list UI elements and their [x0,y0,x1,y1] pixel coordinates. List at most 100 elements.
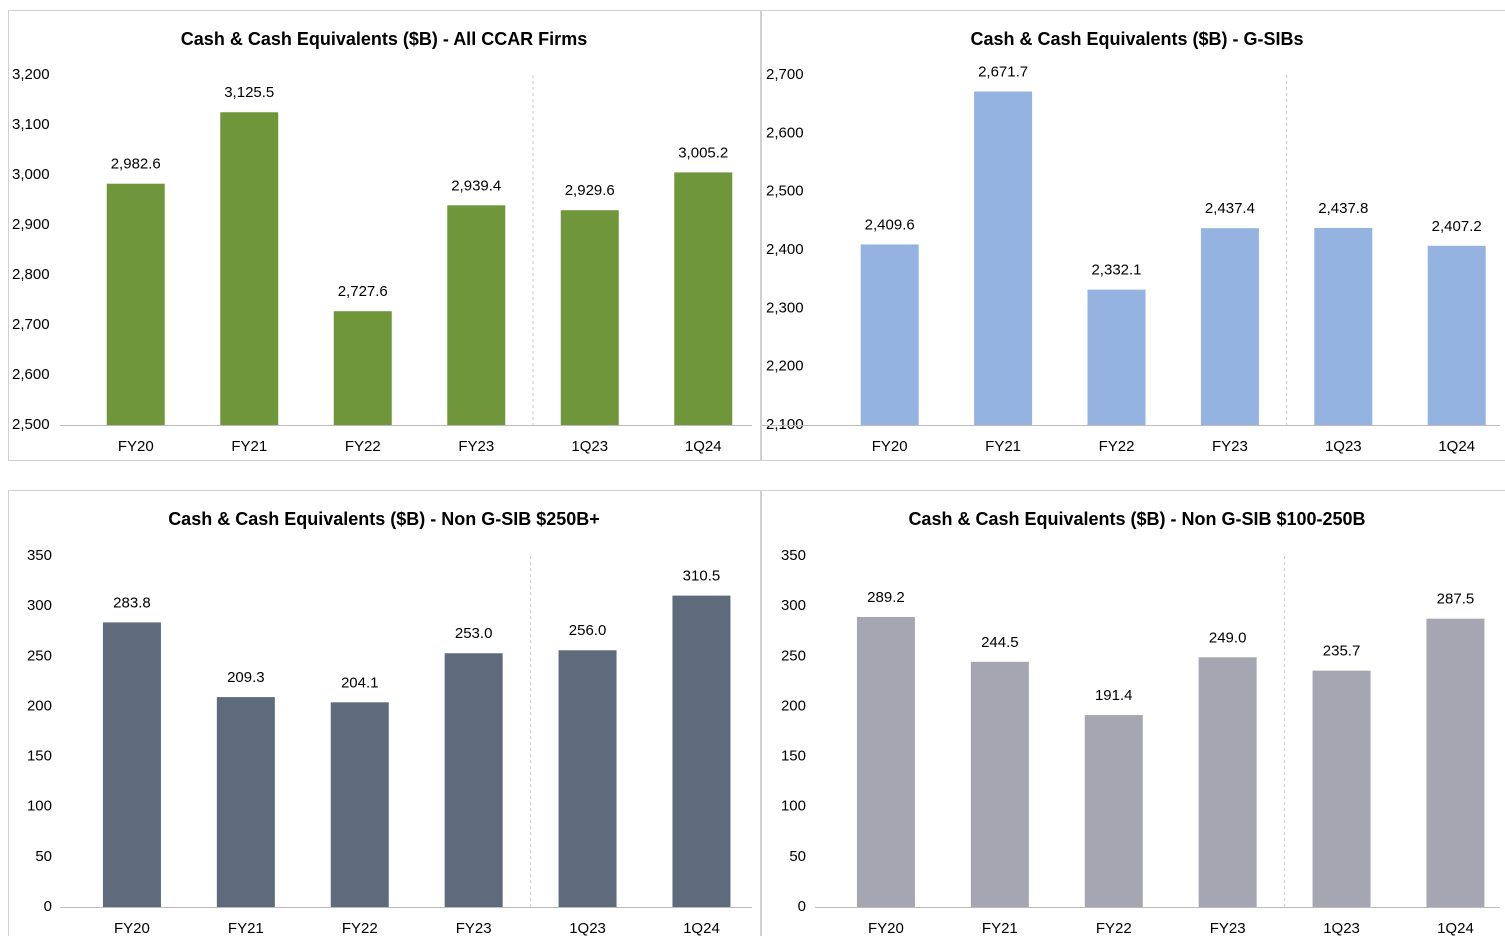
bar [447,205,506,425]
bar [974,91,1033,425]
x-tick-label: FY23 [458,438,494,455]
y-tick-label: 2,700 [766,66,804,83]
y-tick-label: 3,200 [12,66,50,83]
panel-border [761,10,1505,461]
x-tick-label: FY23 [1210,920,1246,936]
bar [1314,227,1373,425]
bar [856,616,915,907]
data-label: 310.5 [683,568,721,585]
bar [444,653,503,907]
data-label: 2,939.4 [451,177,501,194]
y-tick-label: 150 [27,748,52,765]
panel-border [8,10,761,461]
y-tick-label: 300 [781,597,806,614]
data-label: 256.0 [569,622,607,639]
x-tick-label: 1Q24 [1437,920,1474,936]
x-tick-label: FY20 [872,438,908,455]
data-label: 3,005.2 [678,144,728,161]
x-tick-label: FY22 [342,920,378,936]
data-label: 287.5 [1437,591,1475,608]
bar [102,622,161,907]
y-tick-label: 50 [35,848,52,865]
data-label: 2,437.4 [1205,200,1255,217]
y-tick-label: 100 [27,798,52,815]
bar [1427,245,1486,425]
y-tick-label: 200 [781,697,806,714]
data-label: 2,727.6 [338,283,388,300]
y-tick-label: 350 [27,547,52,564]
bar [333,311,392,425]
panel-border [8,490,761,936]
bar [1200,228,1259,425]
y-tick-label: 3,100 [12,116,50,133]
bar [106,183,165,425]
chart-title: Cash & Cash Equivalents ($B) - Non G-SIB… [168,509,600,529]
data-label: 2,982.6 [111,156,161,173]
chart-title: Cash & Cash Equivalents ($B) - All CCAR … [181,29,587,49]
data-label: 253.0 [455,625,493,642]
y-tick-label: 2,500 [12,416,50,433]
y-tick-label: 2,400 [766,241,804,258]
x-tick-label: FY20 [118,438,154,455]
y-tick-label: 200 [27,697,52,714]
data-label: 2,929.6 [565,182,615,199]
bar [216,697,275,907]
y-tick-label: 2,900 [12,216,50,233]
bar [330,702,389,907]
x-tick-label: 1Q23 [571,438,608,455]
x-tick-label: FY21 [985,438,1021,455]
chart-title: Cash & Cash Equivalents ($B) - Non G-SIB… [908,509,1365,529]
chart-title: Cash & Cash Equivalents ($B) - G-SIBs [970,29,1303,49]
bar [672,595,731,907]
bar [560,210,619,425]
x-tick-label: 1Q23 [1323,920,1360,936]
data-label: 244.5 [981,634,1019,651]
y-tick-label: 2,700 [12,316,50,333]
panel-border [761,490,1505,936]
y-tick-label: 350 [781,547,806,564]
bar [558,650,617,907]
x-tick-label: 1Q24 [683,920,720,936]
x-tick-label: FY21 [231,438,267,455]
bar [970,661,1029,907]
bar [220,112,279,425]
y-tick-label: 2,500 [766,183,804,200]
y-tick-label: 2,100 [766,416,804,433]
data-label: 235.7 [1323,643,1361,660]
x-tick-label: FY23 [1212,438,1248,455]
y-tick-label: 150 [781,748,806,765]
y-tick-label: 2,300 [766,299,804,316]
y-tick-label: 300 [27,597,52,614]
y-tick-label: 2,200 [766,358,804,375]
y-tick-label: 0 [44,898,52,915]
x-tick-label: 1Q24 [685,438,722,455]
y-tick-label: 2,800 [12,266,50,283]
bar [674,172,733,425]
x-tick-label: FY21 [982,920,1018,936]
data-label: 2,437.8 [1318,200,1368,217]
data-label: 209.3 [227,669,265,686]
bar [1084,715,1143,907]
x-tick-label: 1Q24 [1438,438,1475,455]
x-tick-label: FY22 [1096,920,1132,936]
y-tick-label: 250 [781,647,806,664]
y-tick-label: 2,600 [766,124,804,141]
bar [1198,657,1257,907]
data-label: 2,332.1 [1091,262,1141,279]
y-tick-label: 2,600 [12,366,50,383]
data-label: 2,409.6 [865,216,915,233]
bar [1087,289,1146,425]
data-label: 283.8 [113,594,151,611]
x-tick-label: FY20 [868,920,904,936]
x-tick-label: FY22 [1099,438,1135,455]
data-label: 2,407.2 [1432,218,1482,235]
x-tick-label: FY20 [114,920,150,936]
data-label: 204.1 [341,674,379,691]
x-tick-label: 1Q23 [569,920,606,936]
y-tick-label: 50 [789,848,806,865]
bar [860,244,919,425]
y-tick-label: 100 [781,798,806,815]
y-tick-label: 0 [798,898,806,915]
data-label: 289.2 [867,589,905,606]
